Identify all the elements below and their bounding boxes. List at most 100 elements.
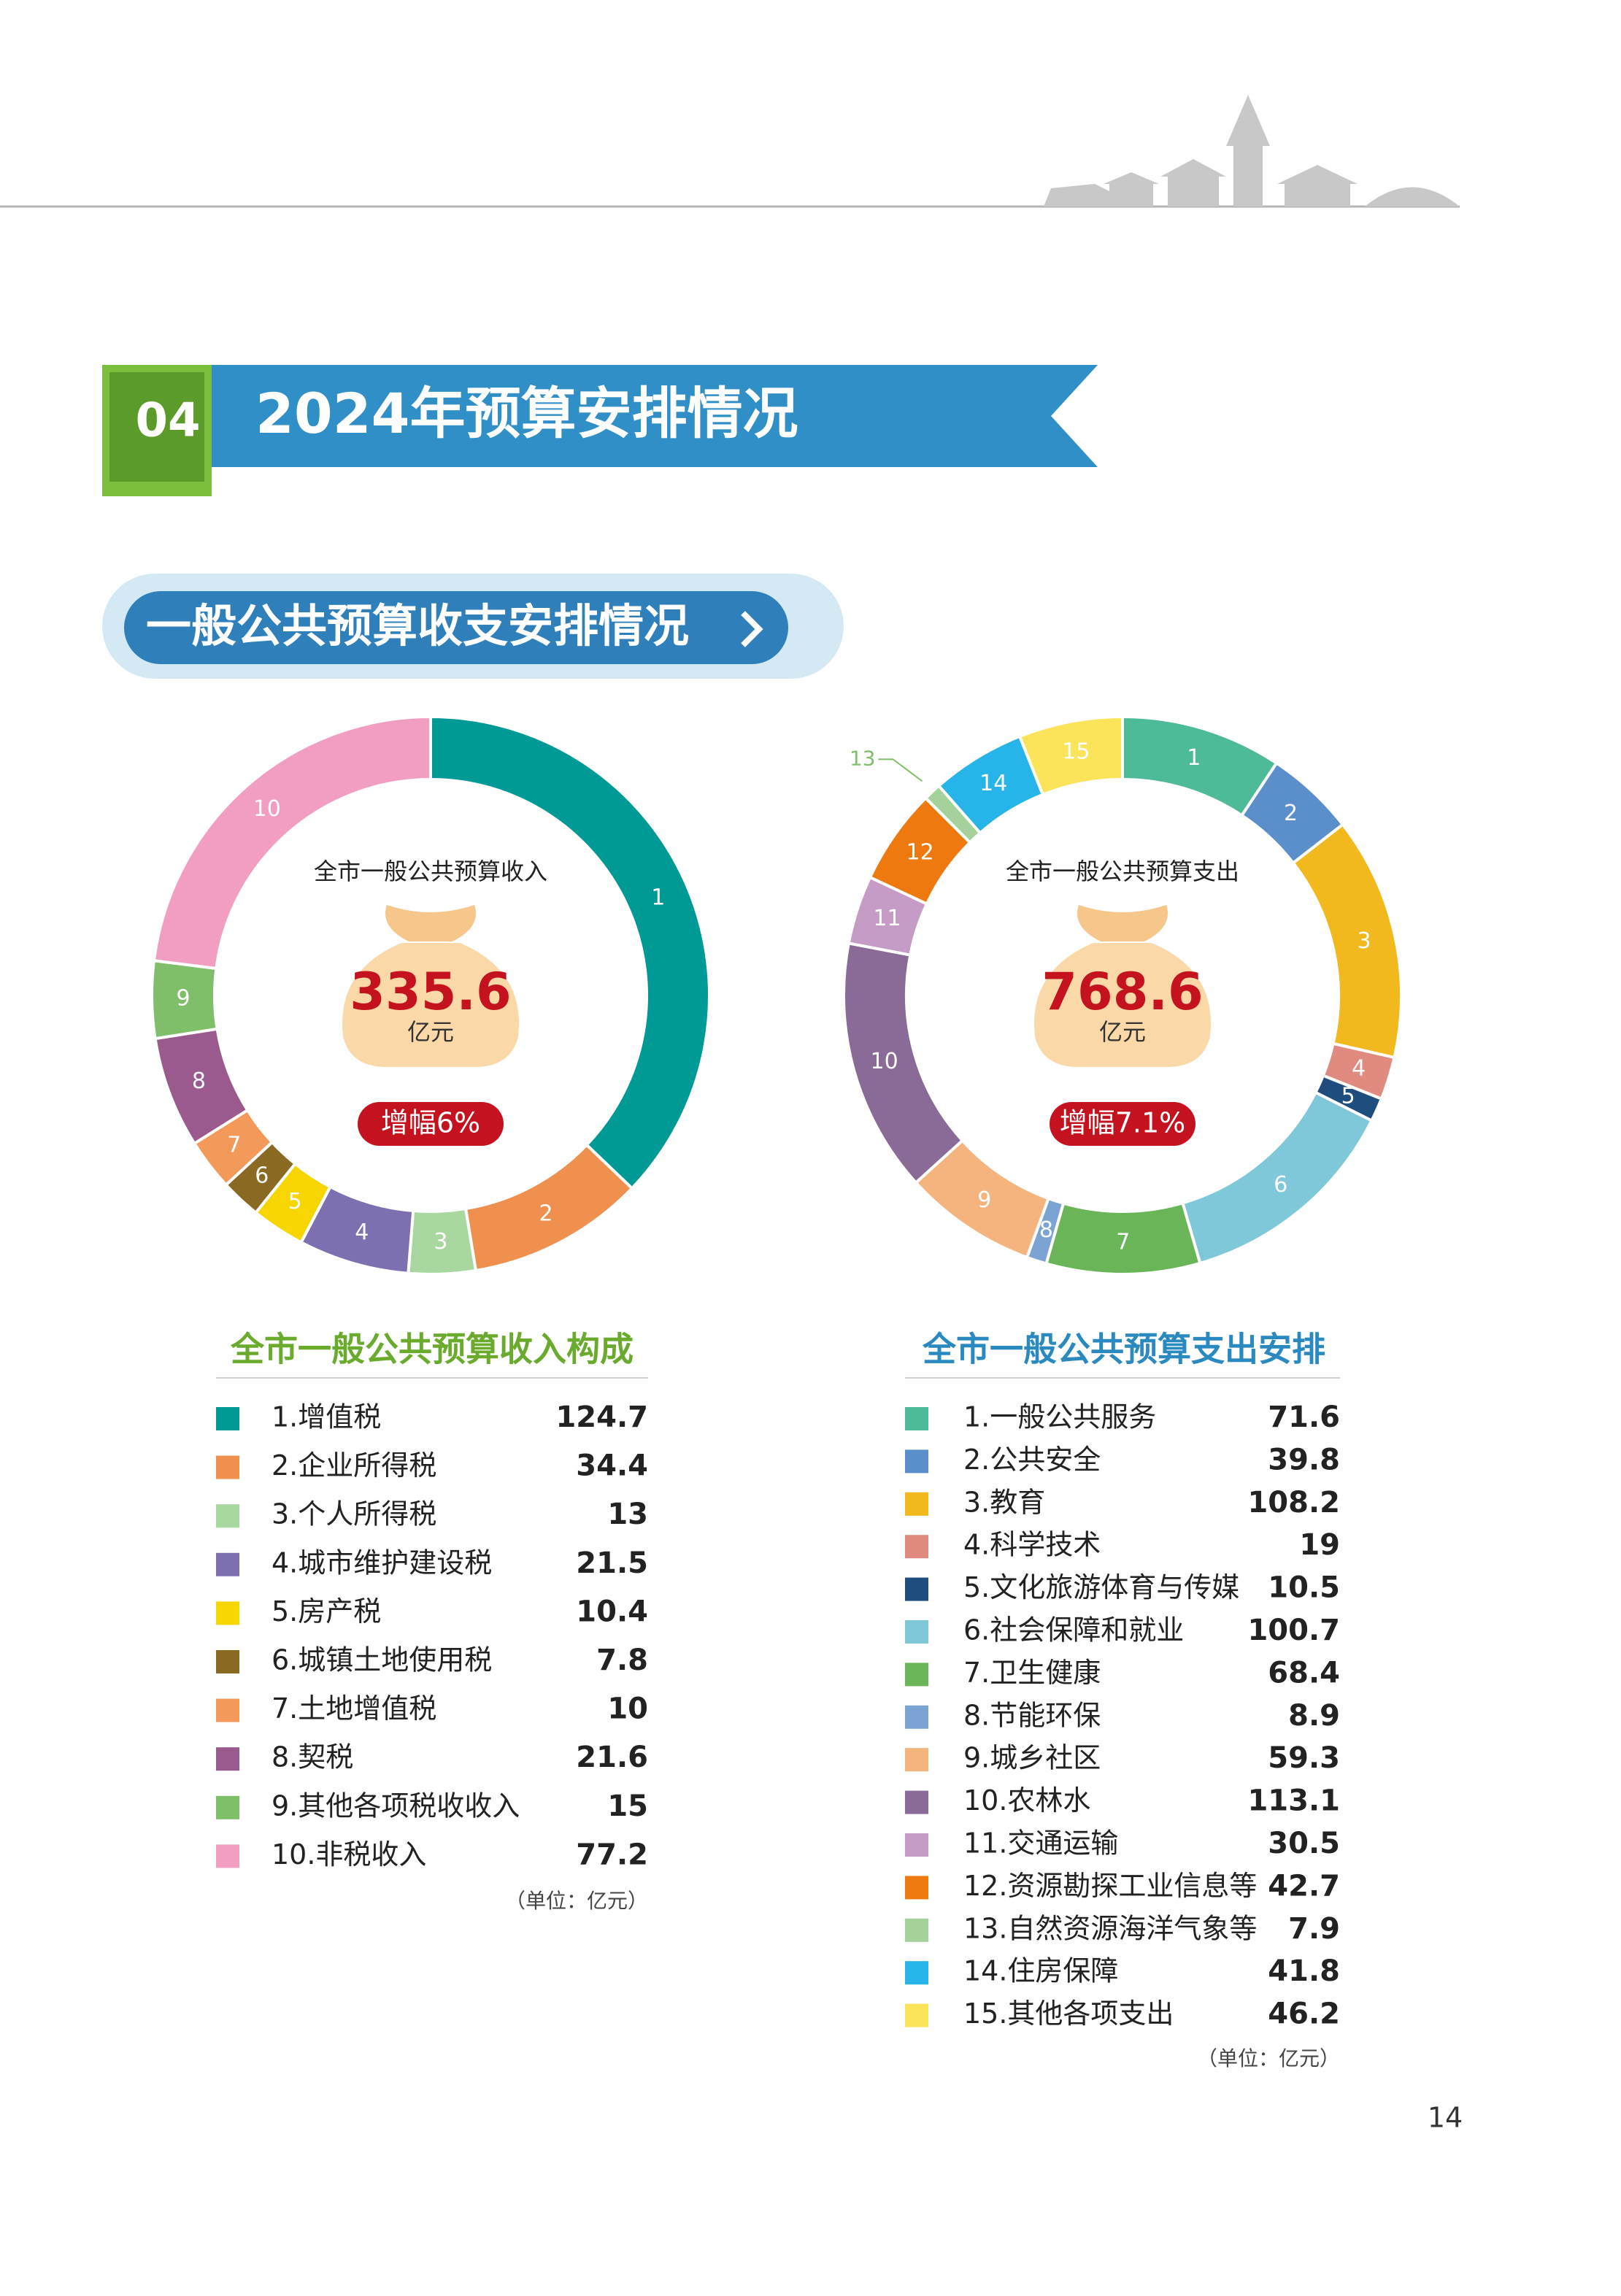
legend-label: 15.其他各项支出 — [963, 1998, 1174, 2030]
legend-label: 13.自然资源海洋气象等 — [963, 1912, 1257, 1944]
legend-value: 59.3 — [1268, 1741, 1340, 1775]
center-title: 全市一般公共预算支出 — [1006, 858, 1239, 885]
page-number: 14 — [1428, 2102, 1463, 2134]
legend-label: 3.教育 — [963, 1486, 1045, 1518]
legend-label: 2.企业所得税 — [272, 1449, 436, 1482]
slice-label: 2 — [1284, 801, 1298, 826]
legend-value: 13 — [607, 1498, 648, 1531]
money-bag — [342, 943, 519, 1067]
center-total: 335.6 — [350, 962, 511, 1022]
slice-leader — [878, 758, 923, 782]
legend-value: 10 — [607, 1692, 648, 1726]
slice-label: 1 — [651, 885, 665, 910]
legend-label: 9.其他各项税收收入 — [272, 1790, 520, 1822]
slice-label: 12 — [906, 840, 933, 866]
donut-slice — [842, 941, 965, 1185]
legend-swatch — [905, 1876, 928, 1900]
legend-label: 10.农林水 — [963, 1784, 1090, 1817]
slice-label: 8 — [1039, 1217, 1053, 1243]
slice-label: 2 — [539, 1201, 552, 1226]
legend-swatch — [216, 1747, 239, 1771]
slice-label: 6 — [255, 1163, 269, 1188]
slice-label: 9 — [176, 986, 190, 1012]
legend-swatch — [216, 1795, 239, 1819]
slice-label: 8 — [192, 1068, 206, 1094]
legend-value: 19 — [1299, 1528, 1340, 1562]
donut-slice — [1017, 714, 1124, 797]
legend-swatch — [905, 1663, 928, 1687]
legend-swatch — [905, 1577, 928, 1601]
legend-value: 46.2 — [1268, 1998, 1340, 2031]
legend-label: 6.社会保障和就业 — [963, 1614, 1184, 1646]
slice-label: 1 — [1187, 745, 1201, 771]
slice-label: 7 — [1116, 1229, 1130, 1255]
legend-value: 7.8 — [596, 1644, 648, 1677]
slice-label: 6 — [1274, 1172, 1287, 1198]
legend-label: 12.资源勘探工业信息等 — [963, 1870, 1257, 1902]
legend-label: 4.城市维护建设税 — [272, 1546, 492, 1579]
slice-label: 13 — [850, 746, 876, 770]
legend-swatch — [216, 1407, 239, 1430]
legend-value: 100.7 — [1247, 1614, 1340, 1647]
slice-label: 10 — [253, 796, 281, 822]
center-title: 全市一般公共预算收入 — [314, 858, 547, 885]
legend-swatch — [216, 1504, 239, 1528]
legend-label: 8.节能环保 — [963, 1699, 1101, 1731]
legend-label: 14.住房保障 — [963, 1955, 1118, 1987]
growth-label: 增幅7.1% — [1060, 1107, 1186, 1139]
legend-swatch — [905, 1705, 928, 1729]
unit-note: （单位：亿元） — [1197, 2046, 1340, 2070]
legend-value: 39.8 — [1268, 1443, 1340, 1476]
legend-label: 6.城镇土地使用税 — [272, 1644, 492, 1676]
slice-label: 4 — [355, 1220, 369, 1245]
legend-title: 全市一般公共预算支出安排 — [922, 1330, 1325, 1369]
slice-label: 3 — [1357, 928, 1371, 954]
slice-label: 5 — [1341, 1084, 1355, 1109]
legend-label: 5.房产税 — [272, 1595, 381, 1627]
section-banner — [212, 365, 1098, 467]
slice-label: 15 — [1062, 739, 1090, 765]
slice-label: 5 — [288, 1189, 302, 1214]
slice-label: 10 — [871, 1049, 898, 1074]
unit-note: （单位：亿元） — [505, 1889, 648, 1913]
legend-swatch — [216, 1844, 239, 1868]
center-total: 768.6 — [1041, 962, 1203, 1022]
legend-label: 1.增值税 — [272, 1401, 381, 1433]
slice-label: 3 — [434, 1229, 447, 1255]
center-unit: 亿元 — [407, 1018, 454, 1046]
legend-value: 34.4 — [576, 1449, 648, 1483]
subtitle-chevron — [741, 611, 763, 647]
legend-label: 3.个人所得税 — [272, 1498, 436, 1530]
growth-pill — [1050, 1102, 1195, 1146]
legend-swatch — [905, 1790, 928, 1814]
legend-value: 71.6 — [1268, 1401, 1340, 1434]
legend-value: 124.7 — [555, 1401, 648, 1434]
legend-label: 10.非税收入 — [272, 1838, 426, 1871]
legend-value: 10.4 — [576, 1595, 648, 1628]
legend-value: 41.8 — [1268, 1954, 1340, 1988]
money-bag — [1034, 943, 1211, 1067]
legend-label: 1.一般公共服务 — [963, 1401, 1156, 1433]
legend-swatch — [216, 1650, 239, 1673]
legend-swatch — [216, 1698, 239, 1722]
center-unit: 亿元 — [1099, 1018, 1146, 1046]
legend-label: 9.城乡社区 — [963, 1742, 1101, 1774]
legend-value: 21.5 — [576, 1546, 648, 1580]
legend-swatch — [905, 1748, 928, 1772]
legend-label: 11.交通运输 — [963, 1827, 1118, 1860]
legend-swatch — [905, 1620, 928, 1644]
legend-label: 8.契税 — [272, 1741, 353, 1773]
legend-swatch — [216, 1552, 239, 1576]
donut-slice — [152, 714, 432, 971]
legend-label: 2.公共安全 — [963, 1444, 1101, 1476]
legend-label: 7.土地增值税 — [272, 1692, 436, 1725]
legend-swatch — [905, 1407, 928, 1430]
legend-value: 10.5 — [1268, 1571, 1340, 1605]
donut-slice — [1291, 822, 1403, 1060]
legend-value: 7.9 — [1288, 1912, 1340, 1946]
legend-value: 21.6 — [576, 1741, 648, 1774]
legend-swatch — [905, 2003, 928, 2027]
legend-swatch — [905, 1961, 928, 1985]
